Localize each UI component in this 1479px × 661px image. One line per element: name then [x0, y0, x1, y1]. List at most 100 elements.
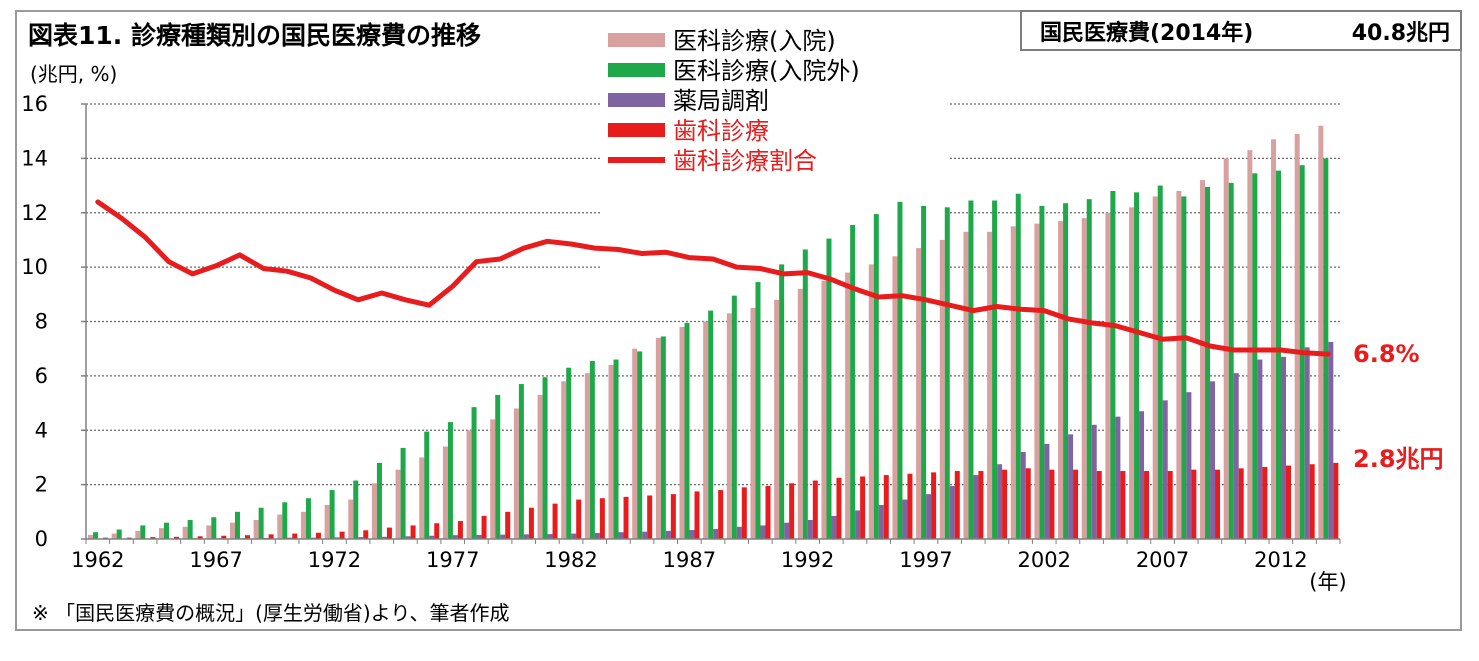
bar-dental-1980	[528, 507, 534, 539]
bar-outpatient-1972	[329, 490, 335, 539]
bars	[88, 125, 1339, 539]
bar-dental-2009	[1215, 469, 1221, 539]
bar-dental-2006	[1144, 471, 1150, 539]
bar-inpatient-1984	[608, 365, 614, 539]
bar-pharmacy-1976	[429, 535, 435, 539]
bar-dental-2007	[1167, 471, 1173, 539]
bar-pharmacy-1993	[831, 515, 837, 539]
bar-outpatient-1965	[163, 522, 169, 539]
bar-outpatient-2006	[1134, 192, 1140, 539]
bar-dental-1983	[599, 498, 605, 539]
bar-inpatient-2004	[1081, 218, 1087, 539]
bar-inpatient-1979	[490, 419, 496, 539]
bar-outpatient-2012	[1276, 170, 1282, 539]
ratio-line-path	[95, 199, 1331, 357]
bar-dental-1976	[434, 523, 440, 539]
bar-pharmacy-2014	[1328, 341, 1334, 539]
bar-inpatient-1996	[892, 256, 898, 539]
bar-inpatient-1990	[750, 307, 756, 539]
bar-inpatient-1985	[632, 348, 638, 539]
bar-pharmacy-1974	[381, 536, 387, 539]
bar-pharmacy-2002	[1044, 443, 1050, 539]
bar-outpatient-1985	[637, 351, 643, 539]
bar-outpatient-1969	[258, 507, 264, 539]
bar-pharmacy-2012	[1281, 356, 1287, 539]
bar-pharmacy-2009	[1210, 381, 1216, 539]
x-tick-label: 1987	[663, 548, 716, 572]
bar-pharmacy-1973	[358, 537, 364, 539]
bar-inpatient-1970	[277, 514, 283, 539]
bar-dental-1977	[457, 521, 463, 539]
bar-outpatient-2004	[1086, 199, 1092, 539]
legend-label-pharmacy: 薬局調剤	[673, 87, 769, 115]
x-tick-label: 1992	[781, 548, 834, 572]
bar-outpatient-2005	[1110, 191, 1116, 539]
legend-swatch-dental	[608, 123, 665, 137]
bar-inpatient-2012	[1271, 139, 1277, 539]
bar-outpatient-2011	[1252, 173, 1258, 539]
bar-dental-1979	[505, 511, 511, 539]
bar-dental-1972	[339, 531, 345, 539]
bar-inpatient-1977	[442, 446, 448, 539]
bar-outpatient-1989	[731, 295, 737, 539]
bar-inpatient-1987	[679, 326, 685, 539]
bar-pharmacy-1994	[855, 510, 861, 539]
bar-outpatient-1980	[518, 384, 524, 539]
bar-pharmacy-2004	[1091, 424, 1097, 539]
bar-pharmacy-2001	[1020, 452, 1026, 539]
bar-outpatient-1977	[447, 422, 453, 539]
bar-dental-2011	[1262, 466, 1268, 539]
bar-dental-2012	[1286, 465, 1292, 539]
total-cost-label: 国民医療費(2014年)	[1040, 20, 1254, 46]
bar-outpatient-1986	[660, 336, 666, 539]
bar-outpatient-1964	[140, 525, 146, 539]
bar-inpatient-1986	[655, 337, 661, 539]
bar-pharmacy-2005	[1115, 416, 1121, 539]
bar-pharmacy-1990	[760, 525, 766, 539]
y-axis-label: (兆円, %)	[30, 62, 118, 86]
bar-outpatient-1988	[708, 310, 714, 539]
bar-inpatient-1997	[916, 248, 922, 539]
bar-dental-1967	[221, 535, 227, 539]
bar-outpatient-1974	[376, 462, 382, 539]
bar-dental-1988	[718, 490, 724, 539]
bar-inpatient-1972	[324, 505, 330, 539]
bar-dental-1964	[150, 537, 156, 539]
bar-pharmacy-1985	[642, 531, 648, 539]
bar-outpatient-2001	[1015, 193, 1021, 539]
bar-inpatient-2001	[1010, 226, 1016, 539]
bar-inpatient-1995	[868, 264, 874, 539]
legend-swatch-inpatient	[608, 33, 665, 47]
bar-outpatient-1983	[589, 360, 595, 539]
y-tick-label: 6	[35, 364, 48, 388]
bar-outpatient-1968	[234, 511, 240, 539]
bar-inpatient-2009	[1200, 180, 1206, 539]
x-tick-label: 2007	[1136, 548, 1189, 572]
bar-outpatient-1962	[93, 532, 98, 539]
bar-inpatient-1992	[797, 288, 803, 539]
bar-inpatient-1974	[371, 483, 377, 539]
total-cost-value: 40.8兆円	[1351, 20, 1450, 46]
bar-inpatient-2007	[1152, 196, 1158, 539]
legend-label-dental: 歯科診療	[673, 117, 769, 145]
bar-inpatient-1998	[939, 239, 945, 539]
bar-inpatient-2005	[1105, 212, 1111, 539]
bar-inpatient-1967	[206, 525, 212, 539]
bar-outpatient-1975	[400, 447, 406, 539]
bar-pharmacy-1996	[902, 499, 908, 539]
bar-dental-1993	[836, 477, 842, 539]
bar-dental-1992	[812, 480, 818, 539]
bar-inpatient-1991	[774, 299, 780, 539]
bar-dental-1994	[860, 476, 866, 539]
x-tick-label: 1982	[544, 548, 597, 572]
bar-pharmacy-1982	[571, 533, 577, 539]
x-axis-label: (年)	[1309, 570, 1346, 594]
bar-outpatient-1998	[944, 207, 950, 539]
bar-inpatient-1968	[229, 522, 235, 539]
bar-pharmacy-1995	[878, 505, 884, 539]
bar-dental-2013	[1309, 464, 1315, 539]
bar-outpatient-1966	[187, 519, 193, 539]
bar-pharmacy-1977	[452, 535, 458, 539]
bar-dental-1966	[197, 536, 203, 539]
